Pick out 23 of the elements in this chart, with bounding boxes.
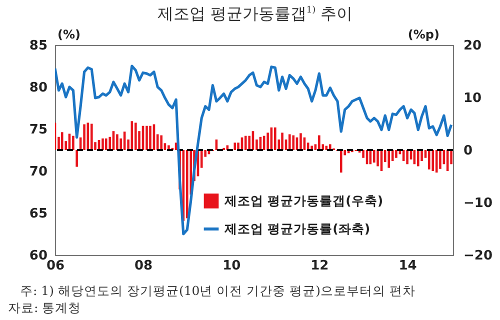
y-tick-label: 65	[29, 206, 48, 222]
x-tick-label: 12	[310, 258, 329, 274]
x-tick-label: 08	[134, 258, 153, 274]
y-tick-label: 60	[29, 248, 48, 264]
y-tick-label: 70	[29, 164, 48, 180]
legend-label: 제조업 평균가동률(좌축)	[223, 221, 370, 236]
x-tick-label: 06	[46, 258, 65, 274]
x-tick-label: 14	[398, 258, 417, 274]
y2-tick-label: 20	[464, 38, 482, 54]
x-tick-label: 10	[222, 258, 241, 274]
y-tick-label: 85	[29, 38, 48, 54]
text: 주: 1) 해당연도의 장기평균(10년 이전 기간중 평균)으로부터의 편차	[19, 282, 416, 299]
y2-tick-label: −20	[464, 248, 492, 264]
text: 자료: 통계청	[8, 299, 82, 316]
y2-tick-label: −10	[464, 196, 492, 211]
legend-label: 제조업 평균가동률갭(우축)	[223, 193, 384, 208]
chart-title: 제조업 평균가동률갭$^{1)}$ 추이	[156, 4, 354, 25]
y-tick-label: 75	[29, 122, 48, 138]
y2-tick-label: 10	[464, 91, 482, 106]
y2-tick-label: 0	[464, 144, 473, 158]
y2-axis-title: (%p)	[408, 28, 440, 42]
y-tick-label: 80	[29, 80, 48, 96]
y-axis-title: (%)	[58, 28, 80, 42]
